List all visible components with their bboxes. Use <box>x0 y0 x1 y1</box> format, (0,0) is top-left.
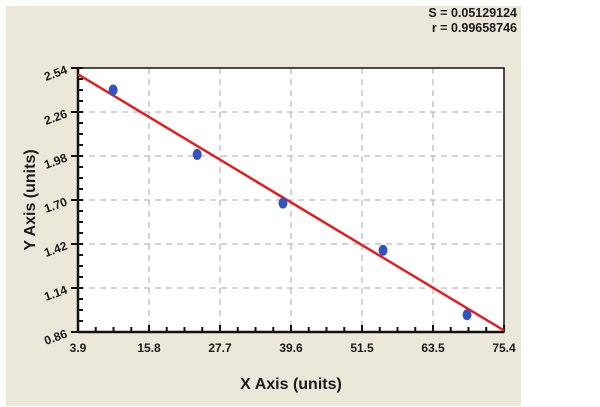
x-tick-label: 75.4 <box>492 341 516 355</box>
x-tick-labels: 3.9 15.8 27.7 39.6 51.5 63.5 75.4 <box>70 341 516 355</box>
y-tick-label: 2.26 <box>42 107 69 128</box>
fit-statistics: S = 0.05129124 r = 0.99658746 <box>428 6 517 36</box>
y-axis-title: Y Axis (units) <box>22 149 39 250</box>
x-tick-label: 3.9 <box>70 341 87 355</box>
gridlines <box>78 68 504 332</box>
data-point <box>192 148 202 160</box>
data-points <box>108 84 472 321</box>
x-tick-label: 51.5 <box>350 341 374 355</box>
y-tick-label: 2.54 <box>42 63 69 84</box>
x-tick-label: 39.6 <box>279 341 303 355</box>
x-axis-title: X Axis (units) <box>240 376 342 393</box>
s-statistic: S = 0.05129124 <box>428 6 517 20</box>
x-tick-label: 63.5 <box>421 341 445 355</box>
y-tick-labels: 0.86 1.14 1.42 1.70 1.98 2.26 2.54 <box>42 63 69 348</box>
data-point <box>108 84 118 96</box>
y-tick-label: 1.70 <box>42 195 69 216</box>
y-tick-label: 0.86 <box>42 327 69 348</box>
r-statistic: r = 0.99658746 <box>431 21 517 35</box>
y-tick-label: 1.98 <box>42 151 69 172</box>
y-tick-label: 1.14 <box>42 283 69 304</box>
x-tick-label: 27.7 <box>208 341 232 355</box>
data-point <box>278 197 288 209</box>
x-tick-label: 15.8 <box>137 341 161 355</box>
data-point <box>462 309 472 321</box>
data-point <box>378 244 388 256</box>
regression-line <box>77 73 505 332</box>
fit-line <box>77 73 505 332</box>
y-tick-label: 1.42 <box>42 239 69 260</box>
